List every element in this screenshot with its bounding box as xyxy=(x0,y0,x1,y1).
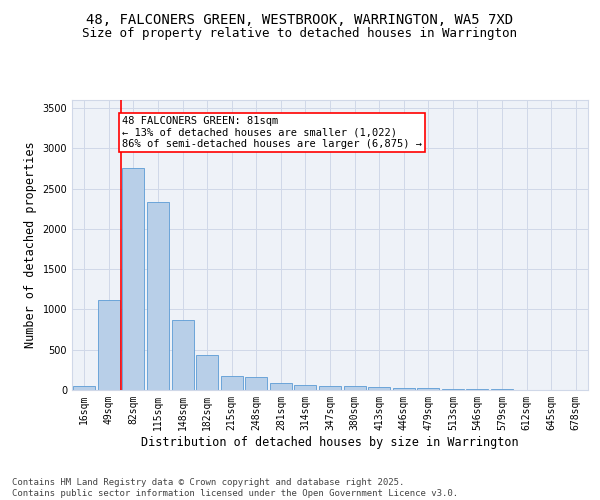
Text: Size of property relative to detached houses in Warrington: Size of property relative to detached ho… xyxy=(83,28,517,40)
Bar xyxy=(147,202,169,390)
Bar xyxy=(270,383,292,390)
Bar xyxy=(196,354,218,390)
Bar xyxy=(172,320,194,390)
Bar xyxy=(344,386,365,390)
Bar xyxy=(442,389,464,390)
Text: Contains HM Land Registry data © Crown copyright and database right 2025.
Contai: Contains HM Land Registry data © Crown c… xyxy=(12,478,458,498)
Bar xyxy=(466,389,488,390)
Bar xyxy=(221,376,243,390)
Text: 48 FALCONERS GREEN: 81sqm
← 13% of detached houses are smaller (1,022)
86% of se: 48 FALCONERS GREEN: 81sqm ← 13% of detac… xyxy=(122,116,422,150)
Bar xyxy=(122,168,145,390)
Bar xyxy=(319,386,341,390)
Y-axis label: Number of detached properties: Number of detached properties xyxy=(24,142,37,348)
X-axis label: Distribution of detached houses by size in Warrington: Distribution of detached houses by size … xyxy=(141,436,519,448)
Bar xyxy=(295,385,316,390)
Bar xyxy=(245,376,268,390)
Bar xyxy=(73,386,95,390)
Text: 48, FALCONERS GREEN, WESTBROOK, WARRINGTON, WA5 7XD: 48, FALCONERS GREEN, WESTBROOK, WARRINGT… xyxy=(86,12,514,26)
Bar xyxy=(392,388,415,390)
Bar xyxy=(417,388,439,390)
Bar xyxy=(368,387,390,390)
Bar xyxy=(98,300,120,390)
